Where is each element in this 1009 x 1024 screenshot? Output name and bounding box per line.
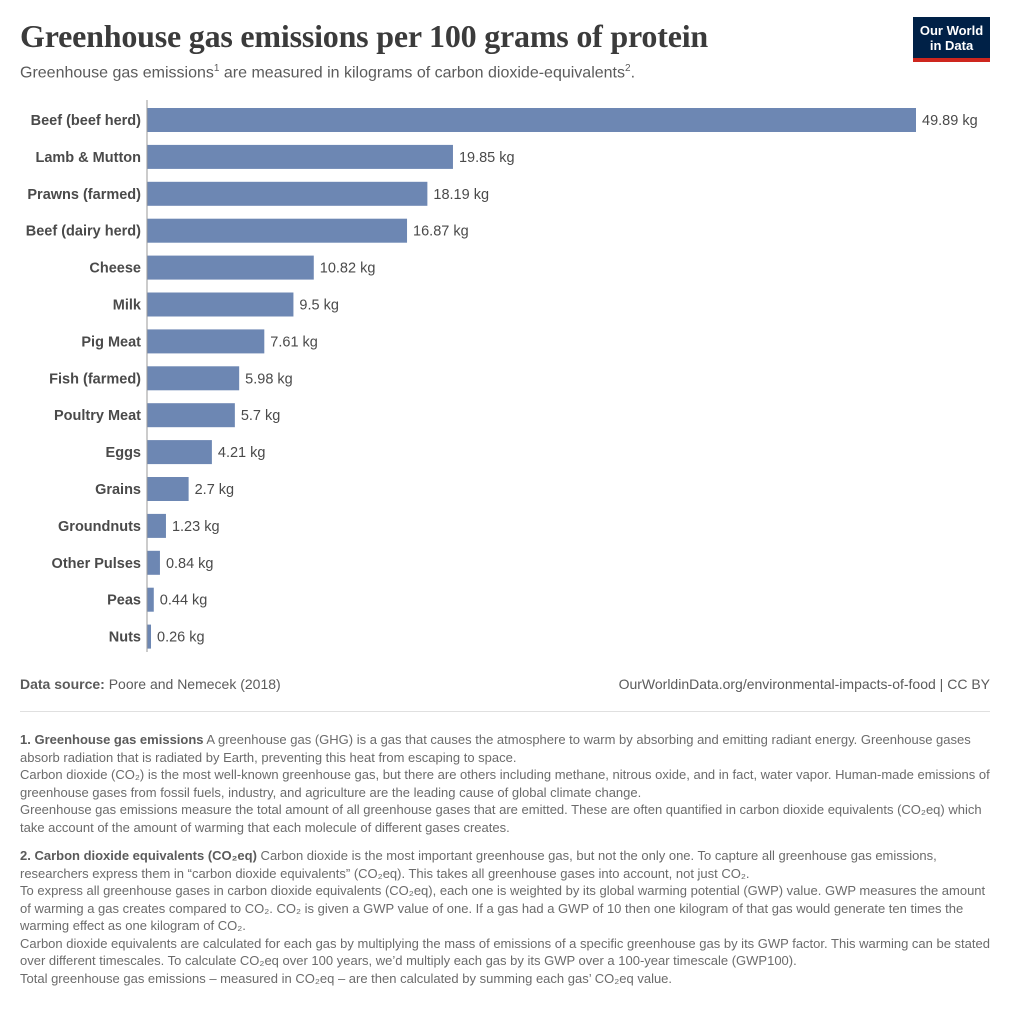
footnote-1-heading: 1. Greenhouse gas emissions — [20, 732, 204, 747]
bar-11[interactable] — [147, 513, 166, 538]
category-label: Fish (farmed) — [49, 371, 141, 387]
bar-2[interactable] — [147, 181, 428, 206]
bar-13[interactable] — [147, 587, 154, 612]
bar-0[interactable] — [147, 108, 916, 132]
category-label: Milk — [113, 298, 142, 314]
subtitle-text-end: . — [630, 64, 636, 82]
value-label: 1.23 kg — [172, 519, 220, 535]
logo-line-2: in Data — [929, 38, 974, 53]
data-source-label: Data source: — [20, 676, 105, 692]
footnote-2: 2. Carbon dioxide equivalents (CO₂eq) Ca… — [20, 847, 990, 987]
chart-subtitle: Greenhouse gas emissions1 are measured i… — [20, 63, 635, 82]
value-label: 5.98 kg — [245, 371, 293, 387]
bar-12[interactable] — [147, 550, 160, 575]
category-label: Beef (dairy herd) — [26, 224, 141, 240]
bar-chart: Beef (beef herd) 49.89 kg Lamb & Mutton 19.… — [26, 100, 978, 652]
subtitle-text-middle: are measured in kilograms of carbon diox… — [219, 64, 625, 82]
bar-7[interactable] — [147, 366, 240, 391]
category-label: Pig Meat — [81, 334, 141, 350]
category-label: Nuts — [109, 630, 141, 646]
value-label: 0.26 kg — [157, 630, 205, 646]
chart-title: Greenhouse gas emissions per 100 grams o… — [20, 18, 708, 54]
category-label: Other Pulses — [52, 556, 141, 572]
footnote-1-line-1: A greenhouse gas (GHG) is a gas that cau… — [20, 732, 971, 765]
category-label: Peas — [107, 593, 141, 609]
footnote-ref-1[interactable]: 1 — [213, 63, 220, 74]
data-source-value[interactable]: Poore and Nemecek (2018) — [104, 676, 281, 692]
footnote-2-line-1: Carbon dioxide is the most important gre… — [20, 848, 937, 881]
value-label: 4.21 kg — [218, 445, 266, 461]
value-label: 0.44 kg — [160, 593, 208, 609]
footnote-2-heading: 2. Carbon dioxide equivalents (CO₂eq) — [20, 848, 257, 863]
divider — [20, 711, 990, 712]
subtitle-text: Greenhouse gas emissions — [20, 64, 214, 82]
bar-10[interactable] — [147, 477, 189, 501]
category-label: Groundnuts — [58, 519, 141, 535]
footnotes: 1. Greenhouse gas emissions A greenhouse… — [20, 731, 990, 998]
value-label: 5.7 kg — [241, 408, 281, 424]
bar-14[interactable] — [147, 624, 152, 649]
category-label: Cheese — [89, 261, 141, 277]
value-label: 7.61 kg — [270, 334, 318, 350]
footnote-1-line-2: Carbon dioxide (CO₂) is the most well-kn… — [20, 767, 990, 800]
footnote-2-line-3: Carbon dioxide equivalents are calculate… — [20, 935, 990, 969]
bar-5[interactable] — [147, 292, 294, 317]
value-label: 2.7 kg — [195, 482, 235, 498]
logo-line-1: Our World — [919, 23, 984, 38]
bar-8[interactable] — [147, 403, 235, 428]
value-label: 18.19 kg — [433, 187, 489, 203]
owid-logo[interactable]: Our World in Data — [913, 17, 990, 62]
bar-6[interactable] — [147, 329, 265, 354]
category-label: Poultry Meat — [54, 408, 141, 424]
category-label: Eggs — [106, 445, 141, 461]
bar-1[interactable] — [147, 144, 453, 169]
footnote-ref-2[interactable]: 2 — [625, 63, 631, 74]
category-label: Beef (beef herd) — [31, 113, 142, 129]
value-label: 10.82 kg — [320, 261, 376, 277]
footnote-1-line-3: Greenhouse gas emissions measure the tot… — [20, 802, 982, 835]
bar-4[interactable] — [147, 255, 314, 280]
value-label: 49.89 kg — [922, 113, 978, 129]
bar-9[interactable] — [147, 440, 212, 465]
footnote-1: 1. Greenhouse gas emissions A greenhouse… — [20, 731, 990, 836]
category-label: Grains — [95, 482, 141, 498]
category-label: Lamb & Mutton — [35, 150, 141, 166]
value-label: 9.5 kg — [299, 298, 339, 314]
value-label: 0.84 kg — [166, 556, 214, 572]
value-label: 16.87 kg — [413, 224, 469, 240]
footnote-2-line-2: To express all greenhouse gases in carbo… — [20, 883, 986, 933]
footnote-2-line-4: Total greenhouse gas emissions – measure… — [20, 970, 673, 986]
data-source: Data source: Poore and Nemecek (2018) — [20, 676, 281, 692]
bar-3[interactable] — [147, 218, 408, 243]
value-label: 19.85 kg — [459, 150, 515, 166]
source-link[interactable]: OurWorldinData.org/environmental-impacts… — [618, 676, 990, 692]
category-label: Prawns (farmed) — [27, 187, 141, 203]
